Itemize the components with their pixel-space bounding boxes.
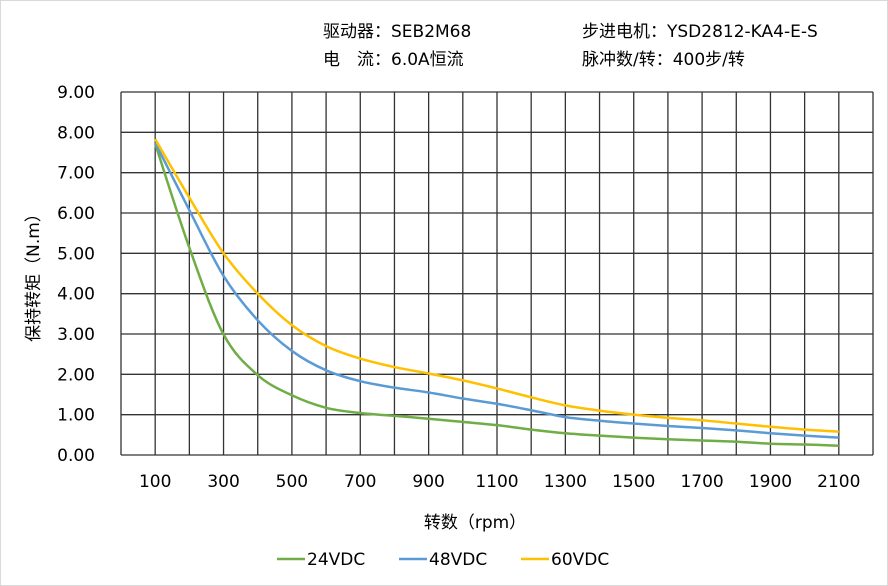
legend-label: 48VDC (429, 550, 487, 570)
x-axis-label: 转数（rpm） (424, 513, 526, 533)
legend-label: 60VDC (551, 550, 609, 570)
pulse-label: 脉冲数/转：400步/转 (582, 50, 745, 70)
x-tick-label: 900 (412, 472, 444, 492)
motor-label: 步进电机：YSD2812-KA4-E-S (582, 22, 818, 42)
x-tick-label: 1900 (749, 472, 792, 492)
x-tick-label: 1700 (680, 472, 723, 492)
y-tick-label: 3.00 (57, 325, 95, 345)
legend-label: 24VDC (307, 550, 365, 570)
y-tick-label: 6.00 (57, 204, 95, 224)
series-line-48VDC (154, 142, 839, 439)
y-tick-label: 8.00 (57, 123, 95, 143)
x-tick-label: 1500 (612, 472, 655, 492)
driver-label: 驱动器：SEB2M68 (323, 22, 472, 42)
x-tick-label: 700 (344, 472, 376, 492)
series-line-24VDC (153, 143, 839, 447)
y-tick-label: 0.00 (57, 446, 95, 466)
x-tick-label: 1300 (544, 472, 587, 492)
y-tick-label: 7.00 (57, 164, 95, 184)
current-label: 电 流：6.0A恒流 (323, 50, 464, 70)
y-tick-label: 1.00 (57, 406, 95, 426)
x-tick-label: 1100 (475, 472, 518, 492)
x-tick-label: 100 (139, 472, 171, 492)
x-tick-label: 300 (207, 472, 239, 492)
y-tick-label: 9.00 (57, 83, 95, 103)
series-line-60VDC (154, 138, 839, 433)
y-tick-label: 4.00 (57, 285, 95, 305)
y-axis-label: 保持转矩（N.m） (24, 205, 44, 342)
y-tick-label: 2.00 (57, 365, 95, 385)
x-tick-label: 500 (276, 472, 308, 492)
x-tick-label: 2100 (817, 472, 860, 492)
y-tick-label: 5.00 (57, 244, 95, 264)
